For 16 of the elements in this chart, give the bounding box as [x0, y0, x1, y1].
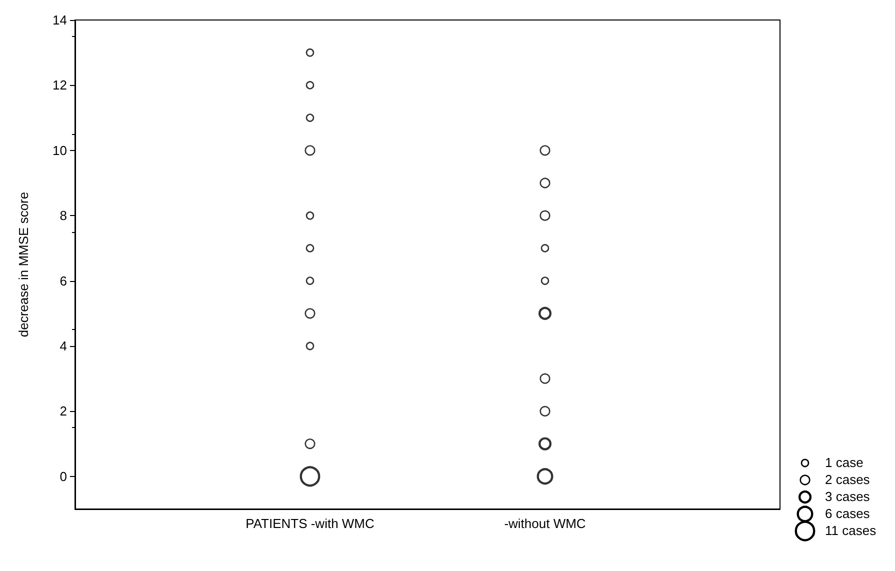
y-tick-label: 8 [60, 208, 67, 224]
legend-label: 6 cases [825, 506, 870, 521]
y-tick-label: 4 [60, 338, 67, 354]
y-tick-label: 2 [60, 404, 67, 419]
x-tick-label: PATIENTS -with WMC [246, 516, 374, 531]
y-axis-title: decrease in MMSE score [16, 192, 31, 338]
y-tick-label: 0 [60, 468, 67, 484]
legend-label: 3 cases [825, 489, 870, 504]
y-tick-label: 6 [60, 273, 67, 288]
legend-label: 1 case [825, 455, 864, 470]
y-tick-label: 12 [52, 78, 67, 93]
legend-label: 11 cases [825, 523, 877, 538]
y-tick-label: 10 [52, 142, 67, 158]
y-tick-label: 14 [52, 12, 67, 28]
x-tick-label: -without WMC [504, 516, 586, 531]
legend-label: 2 cases [825, 472, 870, 487]
